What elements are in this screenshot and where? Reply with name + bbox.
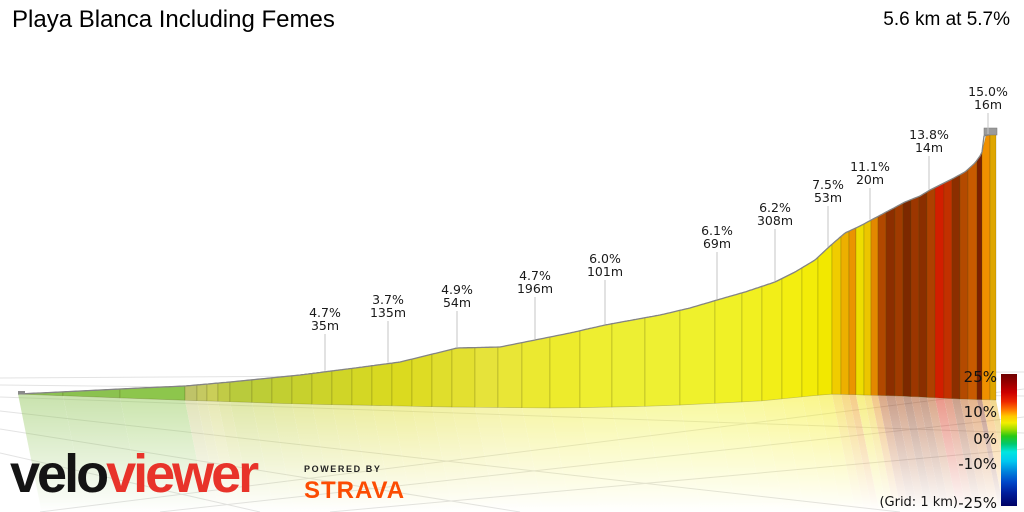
gradient-segment [474,346,499,408]
gradient-scale-tick: 10% [963,403,997,421]
gradient-segment [311,370,333,405]
profile-outline [17,132,997,395]
gradient-scale-tick: -25% [958,494,997,512]
segment-length-label: 69m [703,236,731,251]
start-marker [18,391,25,395]
gradient-segment [831,235,842,395]
gradient-segment [196,383,208,402]
gradient-segment [863,219,872,396]
summit-marker [983,127,998,136]
veloviewer-logo: veloviewer [10,447,259,501]
gradient-segment [967,159,978,400]
gradient-segment [351,365,373,406]
gradient-scale-tick: 25% [963,368,997,386]
segment-length-label: 308m [757,213,793,228]
segment-length-label: 54m [443,295,471,310]
gradient-segment [989,132,997,401]
gradient-segment [331,368,353,406]
segment-length-label: 101m [587,264,623,279]
gradient-segment [411,353,433,407]
gradient-segment [934,182,945,399]
segment-length-label: 14m [915,140,943,155]
gradient-segment [848,227,857,396]
gradient-segment [885,206,896,397]
gradient-scale-tick: -10% [958,455,997,473]
gradient-segment [229,379,253,403]
segment-gradient-label: 11.1% [850,159,890,174]
gradient-scale-bar [1001,374,1017,506]
segment-gradient-label: 6.1% [701,223,733,238]
gradient-segment [741,285,763,403]
gradient-segment [902,199,912,397]
gradient-segment [549,330,581,409]
gradient-segment [894,202,904,397]
segment-length-label: 20m [856,172,884,187]
strava-logo-text: STRAVA [304,477,406,504]
segment-length-label: 16m [974,97,1002,112]
segment-gradient-label: 13.8% [909,127,949,142]
gradient-segment [644,309,681,407]
segment-length-label: 135m [370,305,406,320]
gradient-segment [817,243,833,396]
climb-summary: 5.6 km at 5.7% [883,9,1010,30]
segment-length-label: 53m [814,190,842,205]
gradient-segment [910,195,920,398]
gradient-segment [251,377,273,404]
gradient-segment [371,362,393,407]
gradient-segment [521,336,551,409]
powered-by-label: POWERED BY [304,464,382,474]
gradient-segment [579,323,613,408]
gradient-segment [781,267,803,400]
gradient-segment [611,317,646,408]
profile-reflection [18,394,1019,512]
gradient-segment [801,256,819,398]
gradient-segment [451,347,476,408]
gradient-segment [959,168,969,400]
gradient-segment [951,174,961,400]
gradient-segment [679,300,716,406]
segment-gradient-label: 15.0% [968,84,1008,99]
segment-gradient-label: 7.5% [812,177,844,192]
logo-velo-text: velo [10,444,109,504]
gradient-segment [217,381,231,403]
gradient-segment [855,223,865,396]
segment-length-label: 35m [311,318,339,333]
gradient-segment [714,292,743,404]
gradient-segment [918,191,928,398]
segment-gradient-label: 4.7% [309,305,341,320]
gradient-segment [761,277,783,402]
segment-gradient-label: 6.0% [589,251,621,266]
page-title: Playa Blanca Including Femes [12,6,335,33]
gradient-segment [943,178,953,399]
gradient-segment [840,230,850,395]
gradient-segment [291,373,313,405]
gradient-segment [184,384,198,401]
gradient-segment [497,342,523,409]
segment-gradient-label: 4.9% [441,282,473,297]
segment-length-label: 196m [517,281,553,296]
gradient-segment [271,375,293,405]
segment-gradient-label: 4.7% [519,268,551,283]
grid-note: (Grid: 1 km) [879,495,958,510]
gradient-segment [870,215,879,396]
strava-attribution: POWERED BY STRAVA [304,464,405,505]
gradient-segment [976,151,983,400]
gradient-segment [391,358,413,407]
segment-gradient-label: 3.7% [372,292,404,307]
segment-gradient-label: 6.2% [759,200,791,215]
gradient-segment [206,382,219,402]
gradient-segment [981,134,991,401]
gradient-segment [431,348,453,408]
logo-viewer-text: viewer [106,444,259,504]
gradient-segment [926,186,936,399]
gradient-scale-tick: 0% [973,430,997,448]
gradient-segment [877,211,887,396]
